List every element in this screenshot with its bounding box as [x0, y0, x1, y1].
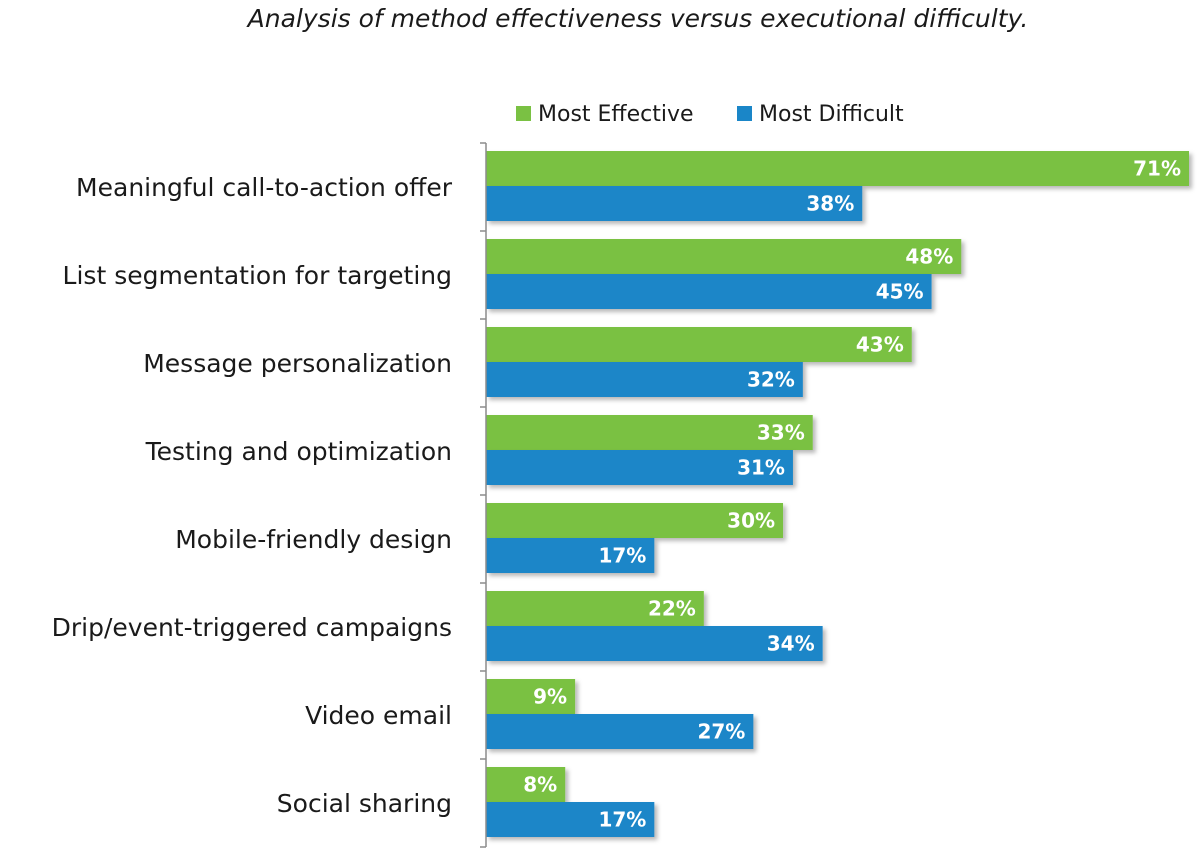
bar-most-effective-testing-and-optimization [486, 415, 813, 450]
data-label-most-effective-video-email: 9% [533, 685, 567, 709]
data-label-most-difficult-meaningful-call-to-action-offer: 38% [806, 192, 854, 216]
legend-swatch-most-effective [516, 106, 531, 121]
data-label-most-effective-meaningful-call-to-action-offer: 71% [1133, 157, 1181, 181]
data-label-most-difficult-video-email: 27% [697, 720, 745, 744]
bar-most-difficult-mobile-friendly-design [486, 538, 655, 573]
data-label-most-difficult-social-sharing: 17% [598, 808, 646, 832]
bar-most-difficult-list-segmentation-for-targeting [486, 274, 932, 309]
bar-most-difficult-social-sharing [486, 802, 655, 837]
category-label-testing-and-optimization: Testing and optimization [145, 437, 452, 466]
category-label-drip-event-triggered-campaigns: Drip/event-triggered campaigns [52, 613, 452, 642]
legend-label-most-effective: Most Effective [538, 102, 694, 127]
category-axis: Meaningful call-to-action offer List segm… [52, 142, 487, 848]
category-label-meaningful-call-to-action-offer: Meaningful call-to-action offer [76, 173, 453, 202]
bar-most-difficult-video-email [486, 714, 754, 749]
data-label-most-difficult-drip-event-triggered-campaigns: 34% [767, 632, 815, 656]
bar-most-difficult-drip-event-triggered-campaigns [486, 626, 823, 661]
category-label-list-segmentation-for-targeting: List segmentation for targeting [63, 261, 452, 290]
bar-most-effective-list-segmentation-for-targeting [486, 239, 962, 274]
data-label-most-effective-message-personalization: 43% [856, 333, 904, 357]
data-label-most-difficult-testing-and-optimization: 31% [737, 456, 785, 480]
bar-most-effective-message-personalization [486, 327, 912, 362]
data-label-most-difficult-mobile-friendly-design: 17% [598, 544, 646, 568]
bar-most-effective-mobile-friendly-design [486, 503, 784, 538]
category-label-mobile-friendly-design: Mobile-friendly design [175, 525, 452, 554]
legend: Most Effective Most Difficult [516, 102, 904, 127]
data-label-most-effective-drip-event-triggered-campaigns: 22% [648, 597, 696, 621]
bar-most-difficult-message-personalization [486, 362, 803, 397]
category-label-social-sharing: Social sharing [277, 789, 452, 818]
category-label-message-personalization: Message personalization [143, 349, 452, 378]
bar-most-effective-video-email [486, 679, 576, 714]
data-label-most-effective-list-segmentation-for-targeting: 48% [905, 245, 953, 269]
data-label-most-difficult-list-segmentation-for-targeting: 45% [876, 280, 924, 304]
bar-most-effective-social-sharing [486, 767, 566, 802]
bar-most-effective-meaningful-call-to-action-offer [486, 151, 1189, 186]
bars-group: 71% 38% 48% 45% 43% 32% 33% 31% 30% 17% 22% 34% 9% 27… [486, 151, 1189, 837]
chart-title: Analysis of method effectiveness versus … [247, 4, 1029, 33]
data-label-most-effective-testing-and-optimization: 33% [757, 421, 805, 445]
bar-most-effective-drip-event-triggered-campaigns [486, 591, 704, 626]
category-label-video-email: Video email [305, 701, 452, 730]
bar-most-difficult-testing-and-optimization [486, 450, 793, 485]
legend-swatch-most-difficult [737, 106, 752, 121]
legend-label-most-difficult: Most Difficult [759, 102, 904, 127]
data-label-most-effective-social-sharing: 8% [523, 773, 557, 797]
bar-most-difficult-meaningful-call-to-action-offer [486, 186, 863, 221]
data-label-most-effective-mobile-friendly-design: 30% [727, 509, 775, 533]
data-label-most-difficult-message-personalization: 32% [747, 368, 795, 392]
